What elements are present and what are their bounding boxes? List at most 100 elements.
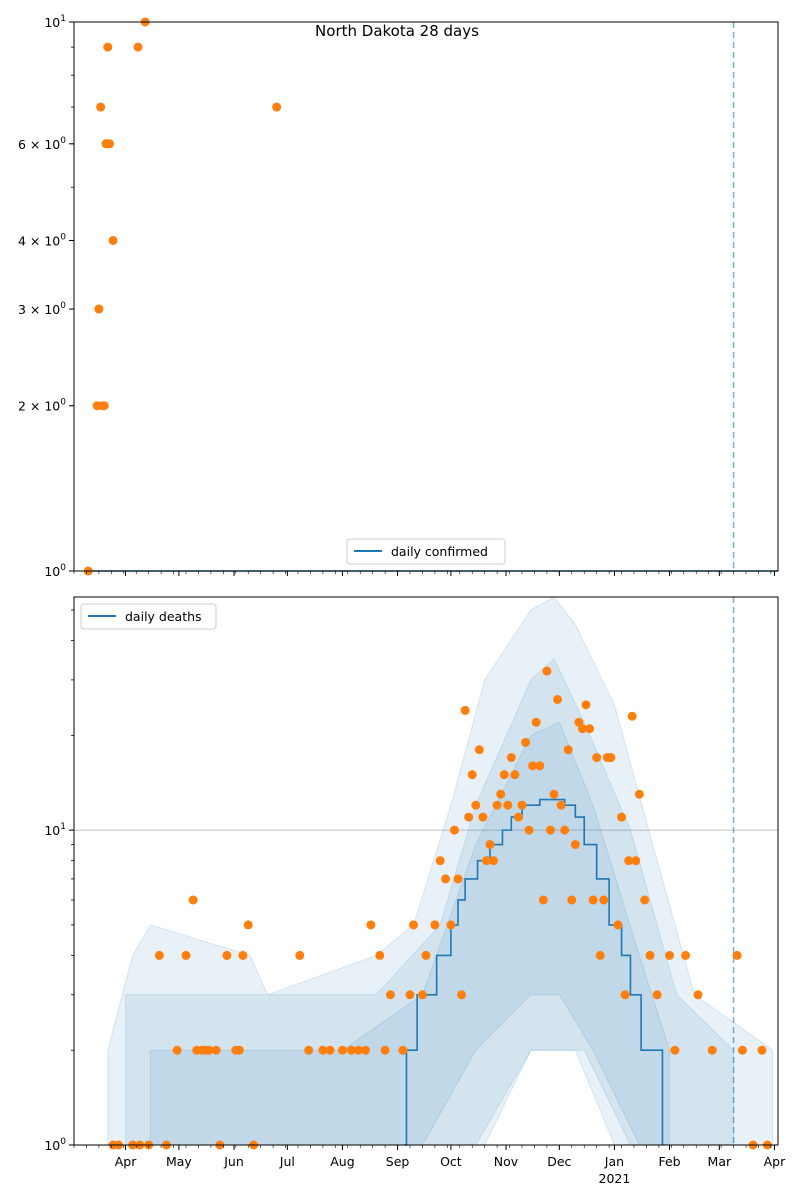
data-point — [538, 895, 548, 905]
data-point — [707, 1045, 717, 1055]
data-point — [405, 990, 415, 1000]
data-point — [542, 666, 552, 676]
data-point — [353, 1045, 363, 1055]
data-point — [234, 1045, 244, 1055]
data-point — [108, 235, 118, 245]
x-tick-label: May — [166, 1154, 192, 1169]
x-tick-label: Apr — [764, 1154, 786, 1169]
data-point — [441, 874, 451, 884]
data-point — [478, 812, 488, 822]
top-legend-box — [346, 538, 506, 565]
chart-title: North Dakota 28 days — [315, 22, 479, 40]
data-point — [613, 920, 623, 930]
data-point — [588, 895, 598, 905]
data-point — [531, 717, 541, 727]
data-point — [606, 753, 616, 763]
data-point — [446, 920, 456, 930]
data-point — [492, 800, 502, 810]
data-point — [624, 856, 634, 866]
top-legend-label: daily confirmed — [391, 544, 488, 559]
data-point — [105, 139, 115, 149]
data-point — [549, 789, 559, 799]
data-point — [457, 990, 467, 1000]
data-point — [449, 825, 459, 835]
data-point — [417, 990, 427, 1000]
data-point — [318, 1045, 328, 1055]
data-point — [757, 1045, 767, 1055]
data-point — [375, 950, 385, 960]
data-point — [204, 1045, 214, 1055]
data-point — [513, 812, 523, 822]
data-point — [681, 950, 691, 960]
data-point — [464, 812, 474, 822]
y-tick-label: 101 — [44, 14, 66, 30]
data-point — [631, 856, 641, 866]
data-point — [172, 1045, 182, 1055]
data-point — [133, 42, 143, 52]
data-point — [592, 753, 602, 763]
x-year-label: 2021 — [599, 1171, 631, 1186]
data-point — [380, 1045, 390, 1055]
x-tick-label: Oct — [440, 1154, 462, 1169]
data-point — [528, 761, 538, 771]
top-plot-area — [74, 22, 778, 571]
data-point — [521, 737, 531, 747]
data-point — [627, 711, 637, 721]
data-point — [640, 895, 650, 905]
bottom-plot-area — [74, 597, 778, 1145]
data-point — [481, 856, 491, 866]
bottom-axes-frame — [73, 596, 779, 1146]
y-tick-label: 101 — [44, 822, 66, 838]
x-tick-label: Jul — [279, 1154, 295, 1169]
data-point — [570, 840, 580, 850]
data-point — [361, 1045, 371, 1055]
data-point — [645, 950, 655, 960]
data-point — [517, 800, 527, 810]
x-tick-label: Nov — [494, 1154, 519, 1169]
data-point — [325, 1045, 335, 1055]
data-point — [652, 990, 662, 1000]
data-point — [94, 304, 104, 314]
y-tick-label: 4 × 100 — [18, 232, 66, 248]
data-point — [103, 42, 113, 52]
data-point — [460, 705, 470, 715]
data-point — [732, 950, 742, 960]
data-point — [453, 874, 463, 884]
data-point — [634, 789, 644, 799]
data-point — [737, 1045, 747, 1055]
data-point — [665, 950, 675, 960]
data-point — [670, 1045, 680, 1055]
data-point — [222, 950, 232, 960]
data-point — [188, 895, 198, 905]
bottom-legend: daily deaths — [80, 603, 217, 630]
y-tick-label: 6 × 100 — [18, 136, 66, 152]
data-point — [620, 990, 630, 1000]
data-point — [346, 1045, 356, 1055]
y-tick-label: 100 — [44, 563, 66, 579]
data-point — [585, 724, 595, 734]
data-point — [553, 694, 563, 704]
bottom-legend-box — [80, 603, 217, 630]
y-tick-label: 2 × 100 — [18, 398, 66, 414]
data-point — [693, 990, 703, 1000]
y-tick-label: 3 × 100 — [18, 301, 66, 317]
x-tick-label: Aug — [330, 1154, 354, 1169]
data-point — [506, 753, 516, 763]
data-point — [485, 840, 495, 850]
data-point — [435, 856, 445, 866]
data-point — [295, 950, 305, 960]
x-tick-label: Jun — [223, 1154, 244, 1169]
data-point — [535, 761, 545, 771]
data-point — [398, 1045, 408, 1055]
data-point — [272, 102, 282, 112]
data-point — [238, 950, 248, 960]
data-point — [99, 401, 109, 411]
y-tick-label: 100 — [44, 1137, 66, 1153]
data-point — [617, 812, 627, 822]
x-tick-label: Dec — [547, 1154, 571, 1169]
x-tick-label: Sep — [386, 1154, 410, 1169]
data-point — [499, 770, 509, 780]
data-point — [545, 825, 555, 835]
